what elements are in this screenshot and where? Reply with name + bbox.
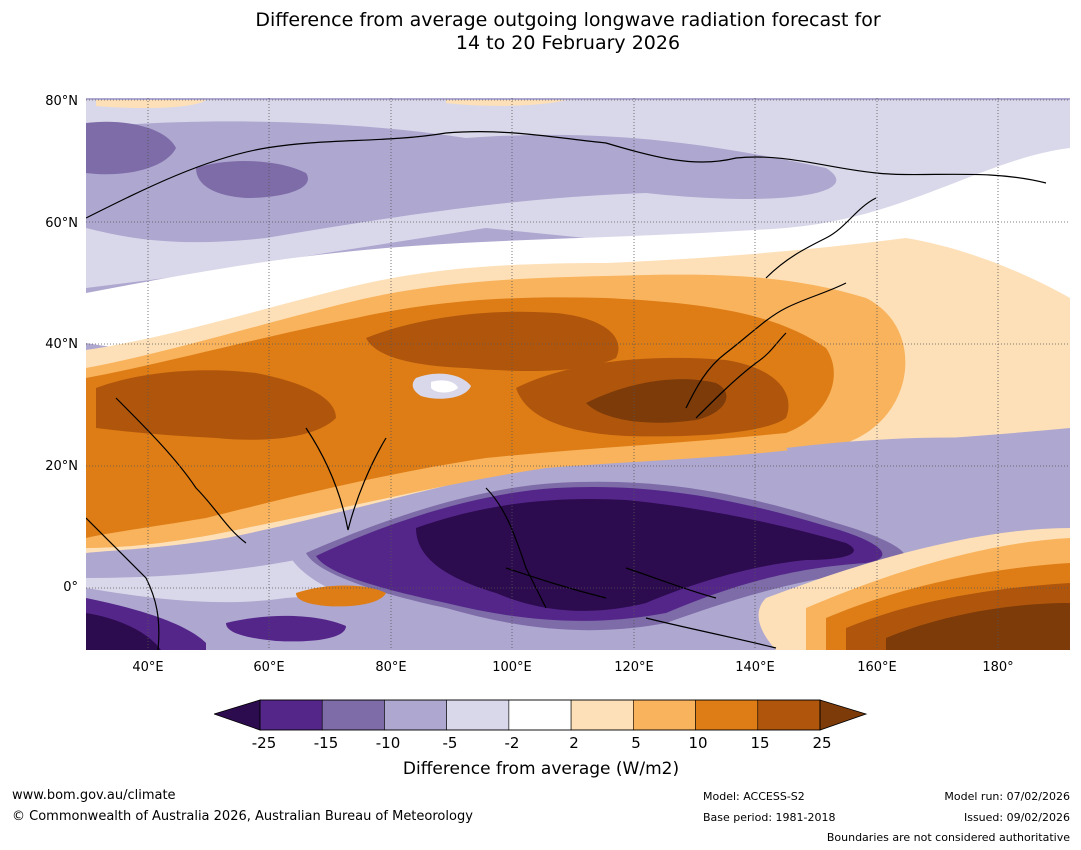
cb-tick-minus-15: -15 [313, 734, 339, 752]
cb-tick-minus-5: -5 [442, 734, 458, 752]
lon-label-120e: 120°E [614, 660, 654, 675]
model-run: Model run: 07/02/2026 [944, 790, 1070, 803]
lon-label-100e: 100°E [492, 660, 532, 675]
colorbar-bin-1 [321, 699, 385, 731]
colorbar-bin-6 [633, 699, 696, 731]
warm-belt-strong [86, 297, 834, 538]
lat-label-0: 0° [63, 580, 78, 595]
indochina-coast [485, 487, 547, 609]
coastlines [86, 131, 1047, 650]
tibet-very-strong [366, 311, 619, 371]
lat-label-60n: 60°N [45, 216, 78, 231]
maritime-convection-core [416, 498, 854, 611]
east-china-extreme [586, 379, 727, 423]
siberia-strong-anomaly [86, 121, 176, 175]
colorbar-extend-high [819, 699, 868, 731]
west-pacific-subtropical-pale [786, 437, 1070, 488]
north-russia-anomaly [86, 121, 837, 243]
arctic-warm-patch [96, 100, 566, 108]
india-coast [305, 427, 387, 531]
tibet-low-inner [431, 380, 458, 393]
lat-label-40n: 40°N [45, 337, 78, 352]
maritime-islands-coast [505, 567, 777, 649]
ural-anomaly [196, 161, 308, 198]
colorbar-bin-7 [695, 699, 759, 731]
colorbar-bins [259, 699, 821, 731]
cb-tick-10: 10 [688, 734, 708, 752]
japan-coast [695, 332, 787, 419]
sw-pacific-warm-extreme [886, 603, 1070, 650]
website-link[interactable]: www.bom.gov.au/climate [12, 788, 176, 803]
colorbar-frame [259, 699, 821, 731]
russia-arctic-coast [86, 131, 1047, 219]
anomaly-map [86, 98, 1070, 650]
kamchatka-coast [765, 197, 877, 279]
lon-label-140e: 140°E [735, 660, 775, 675]
base-period: Base period: 1981-2018 [703, 811, 836, 824]
east-asia-coast [685, 282, 847, 409]
cb-tick-2: 2 [569, 734, 579, 752]
cb-tick-15: 15 [750, 734, 770, 752]
gridlines [86, 98, 1070, 650]
chart-title: Difference from average outgoing longwav… [0, 9, 1081, 55]
lat-label-20n: 20°N [45, 459, 78, 474]
south-indian-patch [226, 615, 346, 642]
colorbar-bin-5 [570, 699, 634, 731]
title-line-1: Difference from average outgoing longwav… [255, 9, 881, 31]
colorbar-bin-4 [508, 699, 572, 731]
africa-east-coast [86, 517, 160, 650]
lon-label-60e: 60°E [253, 660, 285, 675]
copyright: © Commonwealth of Australia 2026, Austra… [12, 809, 473, 824]
issued-date: Issued: 09/02/2026 [963, 811, 1070, 824]
lat-label-80n: 80°N [45, 94, 78, 109]
cb-tick-5: 5 [631, 734, 641, 752]
equatorial-warm-patch [296, 585, 386, 607]
model-name: Model: ACCESS-S2 [703, 790, 805, 803]
lon-label-180: 180° [982, 660, 1014, 675]
lon-label-80e: 80°E [375, 660, 407, 675]
arabia-very-strong [96, 370, 336, 440]
cb-tick-minus-2: -2 [504, 734, 520, 752]
lon-label-40e: 40°E [132, 660, 164, 675]
colorbar [214, 699, 868, 731]
colorbar-extend-low [214, 699, 261, 731]
lon-label-160e: 160°E [857, 660, 897, 675]
arabia-coast [115, 397, 247, 544]
colorbar-bin-3 [446, 699, 510, 731]
colorbar-bin-0 [259, 699, 323, 731]
cb-tick-25: 25 [812, 734, 832, 752]
title-line-2: 14 to 20 February 2026 [455, 32, 681, 54]
cb-tick-minus-10: -10 [375, 734, 401, 752]
colorbar-bin-2 [384, 699, 447, 731]
south-indian-convection-core [86, 613, 161, 650]
colorbar-bin-8 [757, 699, 821, 731]
boundary-disclaimer: Boundaries are not considered authoritat… [826, 831, 1070, 844]
cb-tick-minus-25: -25 [251, 734, 277, 752]
colorbar-label: Difference from average (W/m2) [402, 759, 680, 779]
